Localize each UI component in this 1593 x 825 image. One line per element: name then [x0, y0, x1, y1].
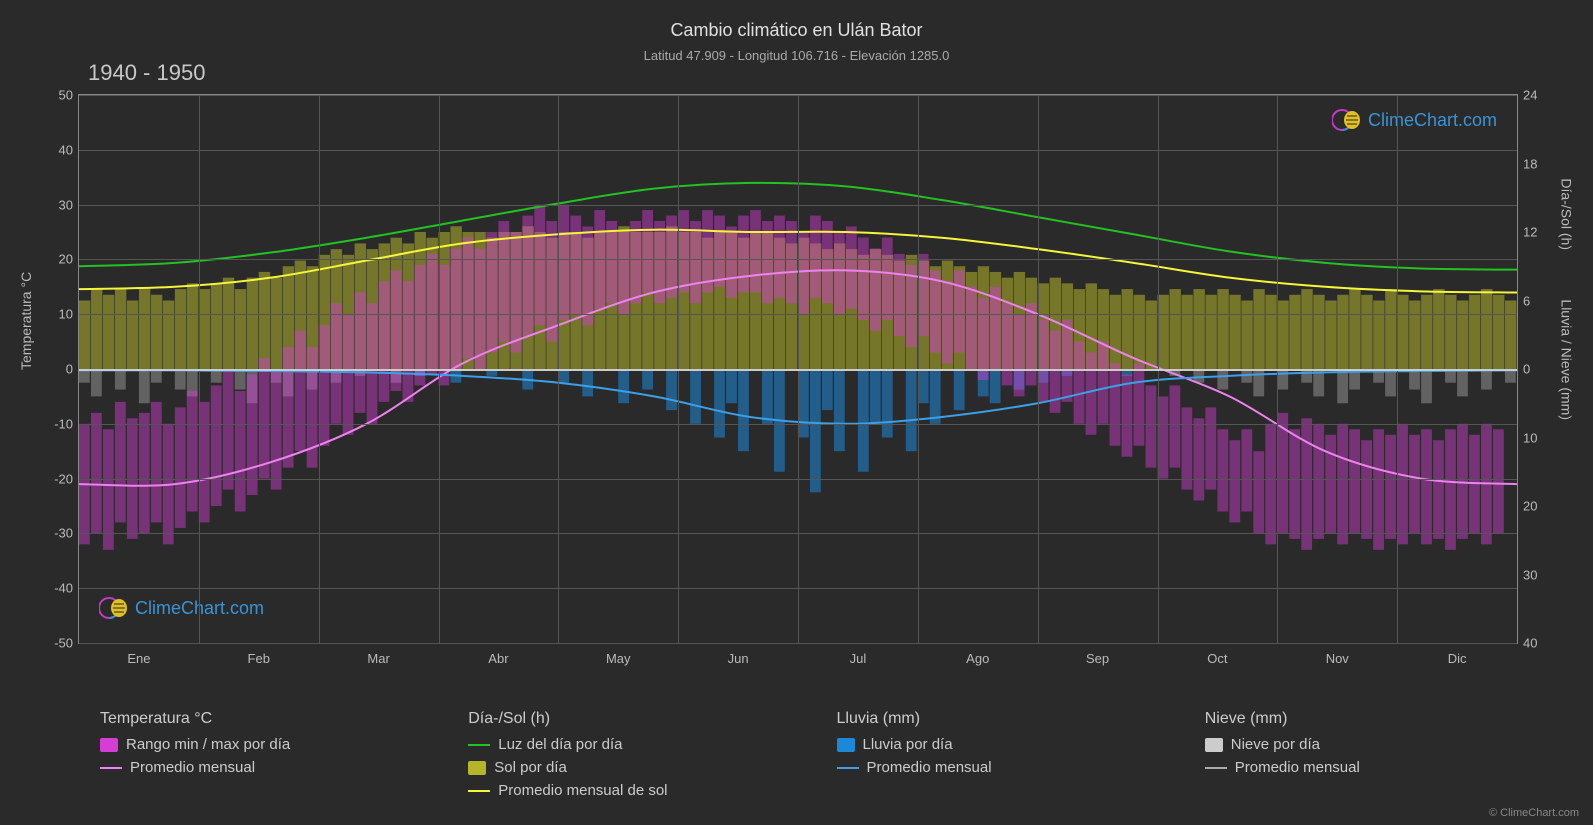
legend-item: Sol por día: [468, 759, 816, 776]
y-tick-left: -50: [54, 636, 73, 651]
legend-group: Lluvia (mm) Lluvia por día Promedio mensua…: [837, 710, 1185, 805]
x-tick: Abr: [488, 651, 508, 666]
legend-item: Promedio mensual de sol: [468, 782, 816, 799]
legend-line-icon: [100, 767, 122, 769]
legend-group-header: Día-/Sol (h): [468, 710, 816, 728]
legend-label: Nieve por día: [1231, 736, 1320, 753]
y-tick-left: -40: [54, 581, 73, 596]
y-tick-right-top: 6: [1523, 293, 1530, 308]
copyright: © ClimeChart.com: [1489, 807, 1579, 819]
legend-label: Rango min / max por día: [126, 736, 290, 753]
y-tick-left: 50: [59, 88, 73, 103]
legend-label: Luz del día por día: [498, 736, 622, 753]
y-tick-left: 0: [66, 362, 73, 377]
y-axis-right-bottom-label: Lluvia / Nieve (mm): [1559, 299, 1575, 420]
legend-label: Promedio mensual: [1235, 759, 1360, 776]
plot-area: ClimeChart.com ClimeChart.com -50-40-30-…: [78, 94, 1518, 644]
x-tick: Oct: [1207, 651, 1227, 666]
y-axis-left-label: Temperatura °C: [18, 272, 34, 370]
y-tick-left: 40: [59, 142, 73, 157]
legend-item: Rango min / max por día: [100, 736, 448, 753]
legend-swatch-icon: [100, 738, 118, 752]
legend-swatch-icon: [837, 738, 855, 752]
x-tick: Jun: [728, 651, 749, 666]
x-tick: Ene: [127, 651, 150, 666]
y-tick-right-top: 12: [1523, 225, 1537, 240]
y-tick-right-top: 24: [1523, 88, 1537, 103]
legend-group: Temperatura °C Rango min / max por día Pro…: [100, 710, 448, 805]
y-tick-right-bottom: 30: [1523, 567, 1537, 582]
legend-line-icon: [468, 744, 490, 746]
y-tick-right-top: 18: [1523, 156, 1537, 171]
legend-group-header: Lluvia (mm): [837, 710, 1185, 728]
legend-label: Lluvia por día: [863, 736, 953, 753]
y-tick-left: -30: [54, 526, 73, 541]
legend-line-icon: [837, 767, 859, 769]
watermark-text: ClimeChart.com: [1368, 110, 1497, 131]
climate-chart: Cambio climático en Ulán Bator Latitud 4…: [0, 0, 1593, 825]
x-tick: May: [606, 651, 631, 666]
x-tick: Mar: [367, 651, 389, 666]
x-tick: Jul: [850, 651, 867, 666]
legend-group-header: Nieve (mm): [1205, 710, 1553, 728]
legend-swatch-icon: [1205, 738, 1223, 752]
watermark-top: ClimeChart.com: [1332, 105, 1497, 135]
legend-line-icon: [1205, 767, 1227, 769]
watermark-bottom: ClimeChart.com: [99, 593, 264, 623]
legend-item: Promedio mensual: [100, 759, 448, 776]
y-tick-right-top: 0: [1523, 362, 1530, 377]
legend-label: Promedio mensual: [130, 759, 255, 776]
x-tick: Sep: [1086, 651, 1109, 666]
x-tick: Nov: [1326, 651, 1349, 666]
legend-item: Luz del día por día: [468, 736, 816, 753]
legend-swatch-icon: [468, 761, 486, 775]
x-tick: Ago: [966, 651, 989, 666]
legend-label: Sol por día: [494, 759, 567, 776]
y-tick-left: 20: [59, 252, 73, 267]
legend-label: Promedio mensual de sol: [498, 782, 667, 799]
y-tick-left: -20: [54, 471, 73, 486]
y-tick-right-bottom: 40: [1523, 636, 1537, 651]
y-axis-right-top-label: Día-/Sol (h): [1559, 178, 1575, 250]
x-tick: Dic: [1448, 651, 1467, 666]
legend-item: Nieve por día: [1205, 736, 1553, 753]
legend-item: Promedio mensual: [837, 759, 1185, 776]
chart-title: Cambio climático en Ulán Bator: [0, 20, 1593, 41]
y-tick-right-bottom: 10: [1523, 430, 1537, 445]
y-tick-right-bottom: 20: [1523, 499, 1537, 514]
zero-line: [79, 369, 1517, 371]
legend: Temperatura °C Rango min / max por día Pro…: [100, 710, 1553, 805]
legend-group: Nieve (mm) Nieve por día Promedio mensual: [1205, 710, 1553, 805]
legend-label: Promedio mensual: [867, 759, 992, 776]
y-tick-left: -10: [54, 416, 73, 431]
gridline-h: [79, 643, 1517, 644]
legend-group-header: Temperatura °C: [100, 710, 448, 728]
legend-item: Promedio mensual: [1205, 759, 1553, 776]
legend-item: Lluvia por día: [837, 736, 1185, 753]
chart-subtitle: Latitud 47.909 - Longitud 106.716 - Elev…: [0, 48, 1593, 63]
climechart-logo-icon: [99, 593, 129, 623]
y-tick-left: 30: [59, 197, 73, 212]
x-tick: Feb: [248, 651, 270, 666]
legend-group: Día-/Sol (h) Luz del día por día Sol por d…: [468, 710, 816, 805]
period-label: 1940 - 1950: [88, 60, 205, 86]
y-tick-left: 10: [59, 307, 73, 322]
legend-line-icon: [468, 790, 490, 792]
climechart-logo-icon: [1332, 105, 1362, 135]
